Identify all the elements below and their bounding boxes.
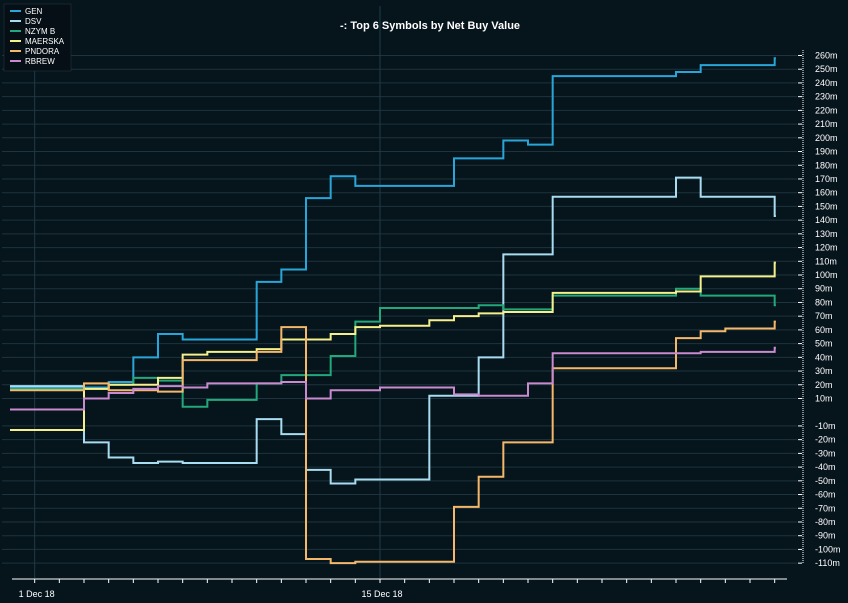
y-tick-label: 220m: [815, 105, 838, 115]
y-tick-label: 260m: [815, 50, 838, 60]
series-line-nzym-b: [10, 287, 776, 408]
x-tick-label: 15 Dec 18: [361, 589, 402, 599]
y-tick-label: 90m: [815, 284, 833, 294]
y-tick-label: 30m: [815, 366, 833, 376]
y-tick-label: -80m: [815, 517, 836, 527]
y-tick-label: 60m: [815, 325, 833, 335]
y-tick-label: 180m: [815, 160, 838, 170]
y-tick-label: -10m: [815, 421, 836, 431]
y-tick-label: 250m: [815, 64, 838, 74]
y-tick-label: 70m: [815, 311, 833, 321]
y-tick-label: -110m: [815, 558, 840, 568]
legend-label: PNDORA: [25, 47, 60, 56]
y-tick-label: 110m: [815, 256, 837, 266]
y-tick-label: -50m: [815, 476, 836, 486]
series-line-pndora: [10, 320, 776, 565]
y-tick-label: 130m: [815, 229, 838, 239]
y-tick-label: 210m: [815, 119, 838, 129]
grid-lines: [2, 6, 797, 578]
y-tick-label: -100m: [815, 544, 841, 554]
x-tick-label: 1 Dec 18: [19, 589, 55, 599]
series-layer: [10, 57, 776, 565]
legend-label: NZYM B: [25, 27, 55, 36]
y-tick-label: -40m: [815, 462, 836, 472]
series-line-dsv: [10, 176, 776, 485]
y-tick-label: 200m: [815, 133, 838, 143]
y-tick-label: -60m: [815, 490, 836, 500]
chart-title: -: Top 6 Symbols by Net Buy Value: [340, 20, 520, 32]
y-tick-label: -90m: [815, 531, 836, 541]
series-line-maerska: [10, 261, 776, 432]
y-tick-label: 20m: [815, 380, 833, 390]
y-tick-label: -30m: [815, 448, 836, 458]
y-tick-label: 120m: [815, 243, 838, 253]
axes: -110m -100m -90m -80m -70m -60m -50m -40m -30m -2…: [12, 50, 841, 599]
legend-label: GEN: [25, 7, 43, 16]
y-tick-label: 150m: [815, 201, 838, 211]
legend-label: RBREW: [25, 57, 55, 66]
y-tick-label: 190m: [815, 147, 838, 157]
y-tick-label: 80m: [815, 297, 833, 307]
series-line-rbrew: [10, 346, 776, 411]
y-tick-label: 50m: [815, 339, 833, 349]
y-tick-label: 40m: [815, 352, 833, 362]
legend-label: MAERSKA: [25, 37, 65, 46]
y-tick-label: 10m: [815, 393, 833, 403]
y-tick-label: 240m: [815, 78, 838, 88]
legend-label: DSV: [25, 17, 42, 26]
legend-box: [3, 3, 72, 72]
y-tick-label: 160m: [815, 188, 838, 198]
y-tick-label: -20m: [815, 435, 836, 445]
y-tick-label: 170m: [815, 174, 838, 184]
series-line-gen: [10, 57, 776, 389]
y-tick-label: 100m: [815, 270, 838, 280]
y-tick-label: -70m: [815, 503, 836, 513]
y-tick-label: 230m: [815, 92, 838, 102]
y-tick-label: 140m: [815, 215, 838, 225]
